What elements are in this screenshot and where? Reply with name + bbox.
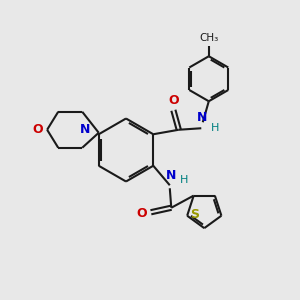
Text: O: O [137,207,147,220]
Text: H: H [179,175,188,185]
Text: O: O [32,123,43,136]
Text: N: N [197,111,207,124]
Text: CH₃: CH₃ [199,33,218,43]
Text: H: H [211,123,219,133]
Text: N: N [166,169,176,182]
Text: N: N [80,123,91,136]
Text: O: O [168,94,179,107]
Text: S: S [190,208,199,221]
